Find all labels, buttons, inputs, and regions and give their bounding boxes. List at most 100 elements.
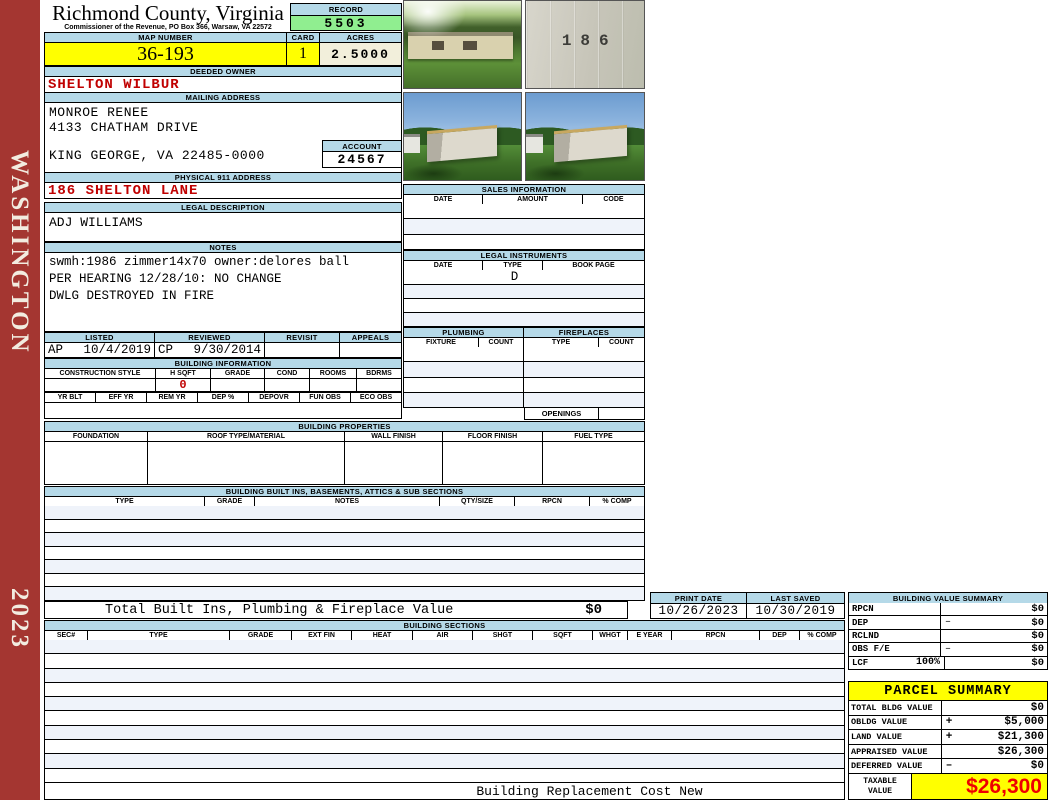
taxable-value-row: TAXABLE VALUE $26,300 [848, 773, 1048, 800]
empty-row [45, 740, 844, 755]
parcel-summary-rows: TOTAL BLDG VALUE $0 OBLDG VALUE + $5,000… [848, 700, 1048, 774]
parcel-label: APPRAISED VALUE [849, 744, 942, 759]
parcel-op: + [945, 716, 953, 729]
visits-value-row: AP 10/4/2019 CP 9/30/2014 [44, 342, 402, 358]
reviewed-by: CP [158, 343, 174, 357]
construction-style-value [44, 378, 156, 392]
bvs-value: $0 [1031, 616, 1044, 629]
mailing-line-2: 4133 CHATHAM DRIVE [49, 120, 199, 135]
empty-row [45, 711, 844, 726]
account-value: 24567 [322, 151, 402, 168]
grade-value [210, 378, 265, 392]
parcel-value: $5,000 [1004, 716, 1044, 729]
note-line-2: PER HEARING 12/28/10: NO CHANGE [49, 272, 282, 286]
acres-value: 2.5000 [319, 42, 402, 66]
taxable-value-amount: $26,300 [911, 773, 1048, 800]
empty-row [45, 769, 844, 782]
empty-row [45, 506, 644, 520]
parcel-label: DEFERRED VALUE [849, 759, 942, 773]
photo-window-shape [462, 41, 477, 50]
foundation-value [44, 441, 148, 485]
visits-header-row: LISTED REVIEWED REVISIT APPEALS [44, 332, 402, 343]
property-photo-side-2 [525, 92, 645, 181]
taxable-value-label: TAXABLE VALUE [848, 773, 912, 800]
listed-date: 10/4/2019 [83, 343, 151, 357]
notes-box: swmh:1986 zimmer14x70 owner:delores ball… [44, 252, 402, 332]
card-value: 1 [286, 42, 320, 66]
empty-row [404, 378, 523, 393]
empty-row [404, 285, 644, 299]
building-sections-footer-row: Building Replacement Cost New [44, 782, 845, 800]
parcel-label: LAND VALUE [849, 730, 942, 744]
hsqft-value: 0 [155, 378, 211, 392]
empty-row [45, 533, 644, 547]
photo-shed-shape [526, 133, 543, 153]
empty-row [45, 520, 644, 534]
photo-building-shape [427, 124, 498, 162]
property-photo-house-number: 186 [525, 0, 645, 89]
photo-sky-glow [404, 1, 467, 38]
empty-row [45, 640, 844, 655]
parcel-summary-header: PARCEL SUMMARY [848, 681, 1048, 701]
parcel-op: – [945, 760, 953, 773]
parcel-value: $26,300 [997, 745, 1044, 758]
cond-value [264, 378, 310, 392]
rooms-value [309, 378, 357, 392]
built-ins-total-label: Total Built Ins, Plumbing & Fireplace Va… [105, 602, 454, 618]
listed-by: AP [48, 343, 64, 357]
record-value: 5503 [290, 15, 402, 31]
empty-row [45, 725, 844, 741]
print-info-values: 10/26/2023 10/30/2019 [650, 603, 845, 619]
bvs-row: RPCN $0 [849, 603, 1047, 617]
photo-shed-shape [404, 133, 421, 153]
reviewed-date: 9/30/2014 [193, 343, 261, 357]
building-sections-rows [44, 640, 845, 783]
spine-sidebar: WASHINGTON 2023 [0, 0, 40, 800]
county-header: Richmond County, Virginia Commissioner o… [46, 2, 290, 31]
floor-finish-value [442, 441, 543, 485]
empty-row [404, 362, 523, 378]
parcel-value: $0 [1030, 701, 1044, 714]
bvs-label: LCF 100% [849, 656, 945, 670]
openings-value [598, 407, 645, 420]
revisit-value [264, 342, 340, 358]
note-line-1: swmh:1986 zimmer14x70 owner:delores ball [49, 255, 350, 269]
parcel-row: LAND VALUE + $21,300 [849, 730, 1047, 745]
bdrms-value [356, 378, 402, 392]
legal-instruments-rows: D [403, 270, 645, 327]
replacement-cost-note: Building Replacement Cost New [476, 783, 703, 799]
empty-row [524, 362, 644, 378]
empty-row [404, 392, 523, 407]
listed-value: AP 10/4/2019 [44, 342, 155, 358]
photo-building-shape [554, 124, 628, 162]
deeded-owner-value: SHELTON WILBUR [44, 76, 402, 93]
bvs-row: RCLND $0 [849, 629, 1047, 644]
bvs-row: LCF 100% $0 [849, 656, 1047, 670]
openings-label: OPENINGS [524, 407, 599, 420]
last-saved-value: 10/30/2019 [746, 603, 845, 619]
empty-row [404, 313, 644, 326]
mailing-line-1: MONROE RENEE [49, 105, 149, 120]
parcel-op: + [945, 730, 953, 743]
wall-finish-value [344, 441, 443, 485]
empty-row [524, 347, 644, 363]
county-subtitle: Commissioner of the Revenue, PO Box 366,… [64, 24, 272, 31]
bvs-value: $0 [1031, 656, 1044, 669]
empty-row [404, 219, 644, 235]
empty-row [524, 378, 644, 393]
print-date-value: 10/26/2023 [650, 603, 747, 619]
empty-row [45, 754, 844, 769]
plumbing-rows [403, 347, 524, 408]
bvs-value: $0 [1031, 603, 1044, 616]
empty-row [45, 574, 644, 588]
instrument-row: D [404, 270, 644, 285]
photo-grass-shadow [404, 164, 463, 180]
instrument-type-value: D [510, 270, 519, 284]
physical-address-value: 186 SHELTON LANE [44, 182, 402, 199]
bvs-lcf-pct: 100% [915, 657, 940, 669]
bvs-value: $0 [1031, 630, 1044, 643]
bvs-op: – [944, 617, 951, 629]
empty-row [45, 654, 844, 669]
empty-row [45, 668, 844, 683]
